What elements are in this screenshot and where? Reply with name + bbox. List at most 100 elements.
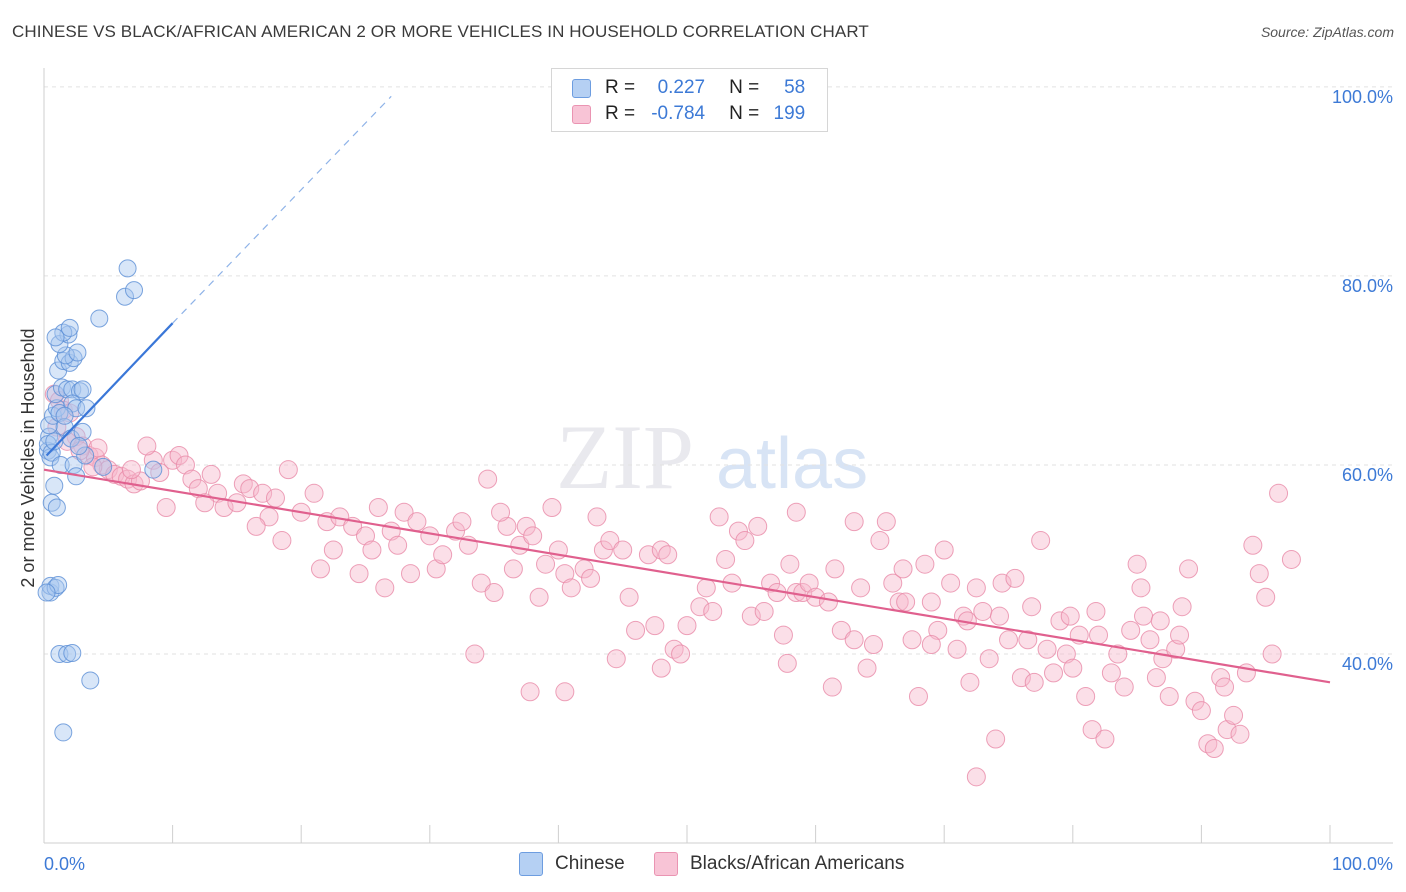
black-point: [857, 658, 877, 678]
black-point: [581, 568, 601, 588]
legend-r-value: -0.784: [651, 103, 706, 124]
black-point: [921, 635, 941, 655]
chinese-point: [90, 309, 109, 328]
chinese-point: [50, 644, 69, 663]
black-point: [728, 521, 748, 541]
black-point: [1230, 724, 1250, 744]
chinese-point: [42, 443, 61, 462]
black-point: [246, 516, 266, 536]
black-point: [928, 620, 948, 640]
chinese-point: [54, 723, 73, 742]
black-point: [182, 469, 202, 489]
bottom-legend-black: Blacks/African Americans: [654, 852, 904, 876]
y-axis-title: 2 or more Vehicles in Household: [18, 328, 38, 587]
black-point: [619, 587, 639, 607]
chinese-point: [94, 457, 113, 476]
black-point: [735, 531, 755, 551]
black-point: [863, 635, 883, 655]
black-point: [188, 479, 208, 499]
black-point: [401, 564, 421, 584]
black-point: [523, 526, 543, 546]
black-point: [356, 526, 375, 546]
black-point: [1172, 597, 1192, 617]
black-point: [677, 616, 697, 636]
black-point: [497, 516, 517, 536]
legend-n-value: 199: [773, 103, 806, 124]
black-point: [253, 483, 273, 503]
black-point: [973, 601, 993, 621]
black-point: [986, 729, 1006, 749]
chinese-point: [73, 422, 92, 441]
black-point: [960, 672, 980, 692]
black-point: [555, 682, 575, 702]
black-point: [1191, 701, 1211, 721]
black-point: [1256, 587, 1276, 607]
black-point: [1101, 663, 1121, 683]
legend-row-chinese: R = 0.227 N = 58: [572, 75, 805, 101]
black-point: [1127, 554, 1147, 574]
chinese-point: [68, 343, 87, 362]
legend-n-label: N =: [729, 77, 760, 98]
black-point: [921, 592, 941, 612]
black-point: [992, 573, 1012, 593]
black-point: [645, 616, 665, 636]
chinese-point: [40, 416, 59, 435]
black-point: [825, 559, 845, 579]
x-tick-label: 0.0%: [44, 854, 85, 874]
black-point: [1005, 568, 1025, 588]
watermark-atlas: atlas: [716, 424, 868, 504]
chinese-point: [77, 399, 96, 418]
chinese-point: [63, 644, 82, 663]
black-point: [1095, 729, 1115, 749]
black-point: [491, 502, 511, 522]
series-black-points: [44, 384, 1301, 787]
black-point: [844, 512, 864, 532]
black-point: [761, 573, 781, 593]
black-point: [542, 497, 562, 517]
black-point: [671, 644, 691, 664]
black-legend-label: Blacks/African Americans: [690, 853, 905, 874]
black-point: [822, 677, 842, 697]
chinese-point: [69, 437, 88, 456]
chinese-point: [125, 281, 144, 300]
black-point: [658, 545, 678, 565]
black-point: [979, 649, 999, 669]
black-point: [786, 502, 806, 522]
black-point: [304, 483, 324, 503]
black-point: [780, 554, 800, 574]
black-point: [799, 573, 819, 593]
chinese-point: [116, 287, 135, 306]
black-point: [394, 502, 414, 522]
black-point: [1140, 630, 1160, 650]
black-point: [1050, 611, 1070, 631]
black-point: [818, 592, 838, 612]
chinese-legend-label: Chinese: [555, 853, 625, 874]
y-tick-label: 80.0%: [1342, 276, 1393, 296]
black-point: [175, 455, 195, 475]
black-point: [278, 460, 298, 480]
chart-title: CHINESE VS BLACK/AFRICAN AMERICAN 2 OR M…: [12, 22, 869, 41]
black-point: [1024, 672, 1044, 692]
black-point: [1134, 606, 1154, 626]
black-point: [741, 606, 761, 626]
legend-r-value: 0.227: [657, 77, 706, 98]
chinese-trend-extension: [172, 95, 392, 324]
black-point: [362, 540, 382, 560]
black-point: [1170, 625, 1190, 645]
black-point: [600, 531, 620, 551]
chinese-point: [55, 406, 74, 425]
watermark: ZIP atlas: [556, 406, 868, 508]
black-point: [893, 559, 913, 579]
series-chinese-points: [37, 259, 163, 742]
black-point: [883, 573, 903, 593]
black-point: [709, 507, 729, 527]
black-trend-line: [43, 468, 1331, 684]
y-tick-label: 40.0%: [1342, 654, 1393, 674]
black-point: [1060, 606, 1080, 626]
black-point: [1159, 687, 1179, 707]
black-point: [638, 545, 658, 565]
chinese-point: [45, 476, 64, 495]
chinese-point: [50, 403, 69, 422]
black-point: [169, 446, 189, 465]
